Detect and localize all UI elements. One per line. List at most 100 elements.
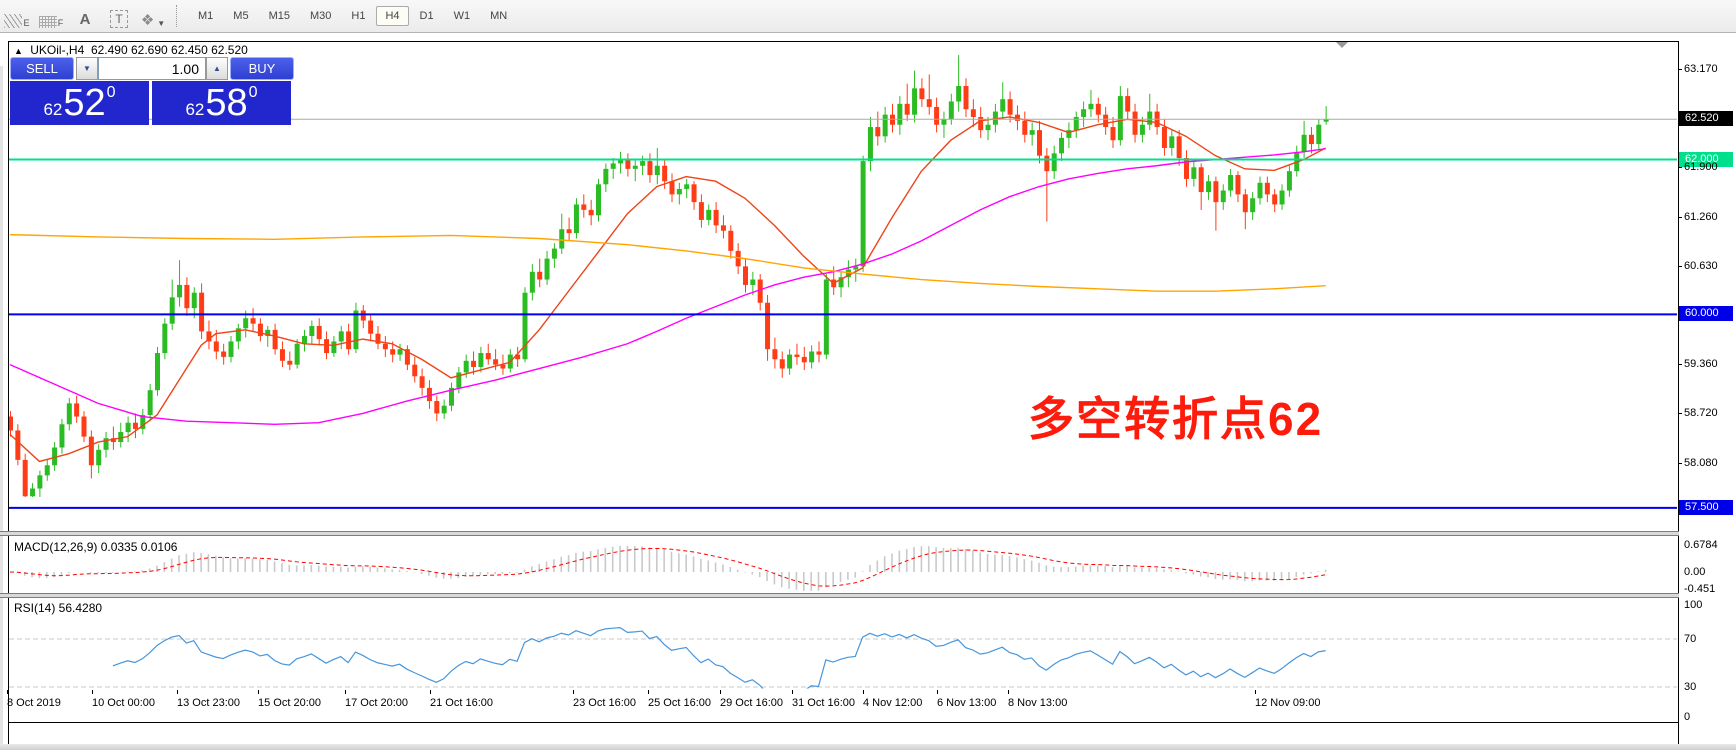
price-tick-label: 61.260 [1684, 210, 1718, 223]
price-tick-label: 63.170 [1684, 63, 1718, 75]
timeframe-button-mn[interactable]: MN [490, 10, 508, 22]
time-tick-label: 25 Oct 16:00 [648, 697, 711, 709]
time-tick-label: 6 Nov 13:00 [937, 697, 997, 709]
timeframe-button-m15[interactable]: M15 [268, 10, 290, 22]
time-tick-mark [258, 690, 259, 694]
rsi-line [112, 627, 1326, 689]
timeframe-button-h1[interactable]: H1 [351, 10, 366, 22]
indicator-tick-label: 30 [1684, 681, 1697, 693]
indicator-tick-label: 100 [1684, 599, 1703, 611]
time-tick-label: 17 Oct 20:00 [345, 697, 408, 709]
price-badge: 62.000 [1679, 151, 1733, 167]
buy-button[interactable]: BUY [230, 57, 294, 80]
toolbar-separator [176, 5, 182, 27]
time-tick-label: 21 Oct 16:00 [430, 697, 493, 709]
price-tick-mark [1678, 216, 1682, 218]
text-label-icon[interactable]: A [79, 11, 91, 28]
timeframe-button-d1[interactable]: D1 [419, 10, 434, 22]
timeframe-button-m5[interactable]: M5 [233, 10, 249, 22]
time-tick-label: 15 Oct 20:00 [258, 697, 321, 709]
sell-price-box[interactable]: 62 52 0 [10, 81, 149, 125]
symbol-timeframe: UKOil-,H4 [30, 43, 85, 57]
timeframe-button-m30[interactable]: M30 [309, 10, 332, 22]
one-click-trading-panel: SELL ▼ 1.00 ▲ BUY 62 52 0 62 58 0 [10, 57, 294, 125]
macd-label: MACD(12,26,9) 0.0335 0.0106 [14, 540, 178, 554]
timeframe-button-h4[interactable]: H4 [376, 6, 409, 26]
time-tick-mark [430, 690, 431, 694]
price-tick-mark [1678, 462, 1682, 464]
timeframe-group: M1 M5 M15 M30 H1 H4 D1 W1 MN [188, 6, 517, 26]
ma-mid-magenta [9, 148, 1326, 425]
time-tick-label: 29 Oct 16:00 [720, 697, 783, 709]
quote-high: 62.690 [131, 43, 168, 57]
indicator-tick-label: 0.6784 [1684, 539, 1718, 551]
sell-button[interactable]: SELL [10, 57, 74, 80]
time-tick-mark [792, 690, 793, 694]
collapse-triangle-icon: ▲ [14, 46, 23, 56]
price-badge: 60.000 [1679, 306, 1733, 322]
time-tick-label: 8 Nov 13:00 [1008, 697, 1068, 709]
toolbar: E F A T ❖ ▼ M1 M5 M15 M30 H1 H4 D1 W1 MN [0, 0, 1736, 33]
time-tick-mark [648, 690, 649, 694]
price-badge: 57.500 [1679, 499, 1733, 515]
price-axis-border [1678, 41, 1679, 745]
volume-increase-button[interactable]: ▲ [206, 57, 228, 80]
indicator-tick-label: 0 [1684, 711, 1691, 723]
objects-dropdown-icon[interactable]: ❖ ▼ [140, 12, 166, 29]
timeframe-button-w1[interactable]: W1 [453, 10, 471, 22]
time-tick-label: 31 Oct 16:00 [792, 697, 855, 709]
time-tick-mark [92, 690, 93, 694]
quote-close: 62.520 [211, 43, 248, 57]
buy-price-box[interactable]: 62 58 0 [152, 81, 291, 125]
price-tick-label: 58.080 [1684, 456, 1718, 469]
price-tick-label: 60.630 [1684, 259, 1718, 272]
time-tick-mark [1255, 690, 1256, 694]
macd-panel-splitter[interactable] [0, 531, 1679, 536]
volume-input[interactable]: 1.00 [98, 57, 206, 80]
rsi-panel-splitter[interactable] [0, 593, 1679, 598]
window-bottom-bevel [0, 744, 1736, 750]
quote-bar[interactable]: ▲ UKOil-,H4 62.490 62.690 62.450 62.520 [14, 43, 248, 57]
ma-slow-orange [9, 233, 1326, 292]
price-tick-mark [1678, 265, 1682, 267]
price-badge: 62.520 [1679, 111, 1733, 127]
price-tick-mark [1678, 413, 1682, 415]
chart-annotation-text[interactable]: 多空转折点62 [1028, 393, 1324, 445]
chart-shift-marker [1336, 42, 1348, 48]
time-tick-mark [863, 690, 864, 694]
time-tick-label: 10 Oct 00:00 [92, 697, 155, 709]
quote-open: 62.490 [90, 43, 128, 57]
indicator-tick-label: -0.451 [1684, 583, 1716, 595]
price-tick-mark [1678, 363, 1682, 365]
quote-low: 62.450 [171, 43, 208, 57]
volume-stepper: ▼ 1.00 ▲ [76, 57, 228, 80]
text-box-icon[interactable]: T [104, 4, 134, 28]
time-tick-mark [1008, 690, 1009, 694]
price-tick-label: 58.720 [1684, 407, 1718, 420]
time-tick-label: 13 Oct 23:00 [177, 697, 240, 709]
time-axis-border [8, 722, 1679, 723]
time-tick-mark [7, 690, 8, 694]
time-tick-label: 4 Nov 12:00 [863, 697, 923, 709]
time-tick-mark [937, 690, 938, 694]
hatch-style-icon[interactable]: E [2, 4, 32, 28]
time-tick-mark [573, 690, 574, 694]
time-tick-mark [177, 690, 178, 694]
volume-decrease-button[interactable]: ▼ [76, 57, 98, 80]
ma-fast-red [9, 116, 1326, 463]
macd-signal-line [9, 547, 1326, 587]
indicator-tick-label: 70 [1684, 633, 1697, 645]
plot-border [8, 41, 1678, 745]
time-tick-label: 23 Oct 16:00 [573, 697, 636, 709]
time-tick-label: 8 Oct 2019 [7, 697, 61, 709]
timeframe-button-m1[interactable]: M1 [198, 10, 214, 22]
window-left-bevel [0, 66, 3, 750]
time-tick-mark [345, 690, 346, 694]
grid-style-icon[interactable]: F [36, 4, 66, 28]
price-tick-label: 61.900 [1684, 161, 1718, 174]
rsi-label: RSI(14) 56.4280 [14, 601, 103, 615]
price-tick-mark [1678, 69, 1682, 70]
price-tick-label: 59.360 [1684, 357, 1718, 370]
